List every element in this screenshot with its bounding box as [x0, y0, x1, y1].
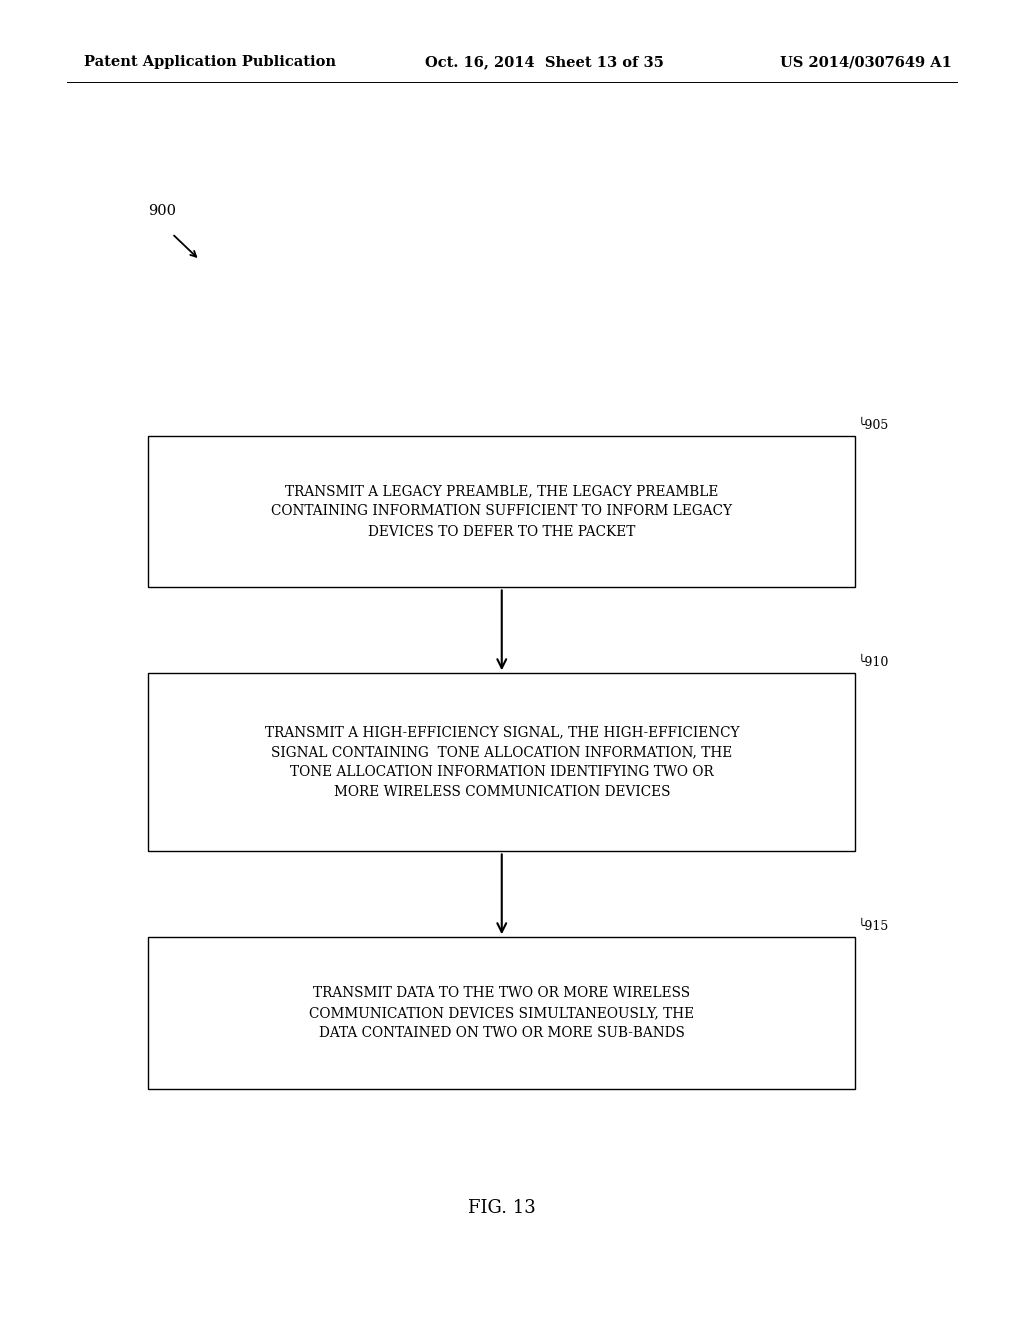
Text: ╰910: ╰910 — [858, 656, 890, 669]
Text: TRANSMIT A HIGH-EFFICIENCY SIGNAL, THE HIGH-EFFICIENCY
SIGNAL CONTAINING  TONE A: TRANSMIT A HIGH-EFFICIENCY SIGNAL, THE H… — [264, 725, 739, 800]
Bar — [148, 436, 855, 587]
Text: 900: 900 — [148, 203, 176, 218]
Bar — [148, 673, 855, 851]
Text: FIG. 13: FIG. 13 — [468, 1199, 536, 1217]
Text: TRANSMIT A LEGACY PREAMBLE, THE LEGACY PREAMBLE
CONTAINING INFORMATION SUFFICIEN: TRANSMIT A LEGACY PREAMBLE, THE LEGACY P… — [271, 484, 732, 539]
Bar — [148, 937, 855, 1089]
Text: TRANSMIT DATA TO THE TWO OR MORE WIRELESS
COMMUNICATION DEVICES SIMULTANEOUSLY, : TRANSMIT DATA TO THE TWO OR MORE WIRELES… — [309, 986, 694, 1040]
Text: Oct. 16, 2014  Sheet 13 of 35: Oct. 16, 2014 Sheet 13 of 35 — [425, 55, 664, 69]
Text: ╰915: ╰915 — [858, 920, 890, 933]
Text: Patent Application Publication: Patent Application Publication — [84, 55, 336, 69]
Text: US 2014/0307649 A1: US 2014/0307649 A1 — [780, 55, 952, 69]
Text: ╰905: ╰905 — [858, 418, 890, 432]
